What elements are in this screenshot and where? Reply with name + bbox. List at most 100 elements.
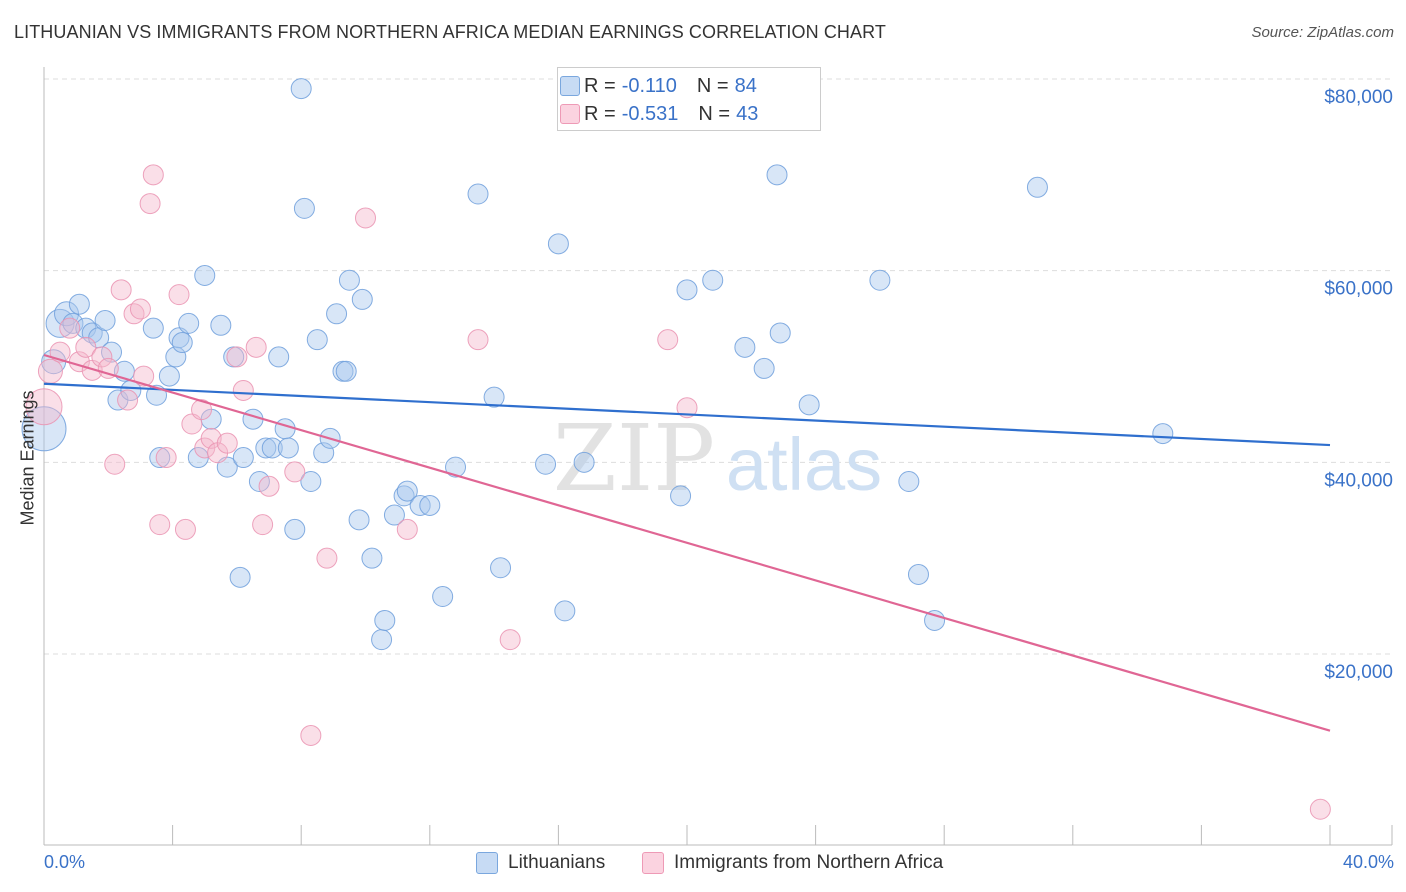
data-point (290, 78, 312, 100)
data-point (37, 358, 63, 384)
trend-lines (43, 353, 1331, 732)
data-point (25, 388, 63, 426)
series-legend-immigrants[interactable]: Immigrants from Northern Africa (642, 852, 943, 874)
data-point (702, 269, 724, 291)
x-tick-label-max: 40.0% (1342, 852, 1394, 872)
data-point (326, 303, 348, 325)
source-label: Source: ZipAtlas.com (1251, 24, 1394, 41)
data-point (268, 346, 290, 368)
data-point (766, 164, 788, 186)
data-point (371, 629, 393, 651)
data-point (21, 406, 67, 452)
data-point (174, 518, 196, 540)
data-point (924, 609, 946, 631)
data-point (104, 453, 126, 475)
data-point (300, 724, 322, 746)
data-point (110, 279, 132, 301)
data-point (396, 480, 418, 502)
data-point (313, 442, 335, 464)
data-point (142, 317, 164, 339)
y-tick-label: $20,000 (1324, 662, 1393, 683)
series-immigrants-points (25, 164, 1331, 820)
y-tick-labels: $20,000 $40,000 $60,000 $80,000 (1324, 87, 1393, 683)
data-point (94, 310, 116, 331)
x-tick-label-min: 0.0% (44, 852, 86, 872)
data-point (734, 336, 756, 358)
data-point (374, 609, 396, 631)
data-point (467, 183, 489, 205)
axes (43, 67, 1393, 846)
legend-swatch-pink (560, 104, 580, 124)
watermark-zip: ZIP (553, 405, 715, 512)
trend-line-lithuanians (43, 382, 1331, 447)
data-point (261, 437, 283, 459)
legend-swatch-blue (560, 76, 580, 96)
data-point (255, 437, 277, 459)
series-legend: Lithuanians Immigrants from Northern Afr… (0, 852, 1406, 878)
legend-swatch-pink (642, 852, 664, 874)
data-point (490, 557, 512, 579)
series-legend-label: Lithuanians (508, 852, 606, 873)
data-point (142, 164, 164, 186)
series-legend-lithuanians[interactable]: Lithuanians (476, 852, 605, 874)
data-point (483, 386, 505, 408)
data-point (158, 365, 180, 387)
data-point (355, 207, 376, 229)
data-point (338, 269, 360, 291)
data-point (245, 336, 267, 358)
data-point (178, 312, 200, 334)
data-point (445, 456, 467, 478)
data-point (75, 336, 97, 358)
legend-row-immigrants: R = -0.531 N = 43 (560, 102, 758, 126)
data-point (139, 193, 161, 215)
series-lithuanians-points (21, 78, 1174, 651)
legend-n-value: 84 (734, 74, 757, 97)
data-point (191, 399, 213, 421)
data-point (68, 293, 90, 315)
data-point (769, 322, 791, 344)
data-point (351, 288, 373, 310)
trend-line-immigrants (43, 353, 1331, 732)
legend-swatch-blue (476, 852, 498, 874)
data-point (252, 514, 274, 536)
data-point (133, 365, 155, 387)
data-point (284, 518, 306, 540)
data-point (284, 461, 306, 483)
legend-r-label: R = (584, 102, 616, 125)
watermark: ZIP atlas (553, 405, 882, 512)
data-point (396, 518, 418, 540)
data-point (499, 629, 521, 651)
data-point (101, 341, 123, 363)
correlation-legend: R = -0.110 N = 84 R = -0.531 N = 43 (557, 67, 821, 131)
data-point (129, 298, 151, 320)
data-point (277, 437, 299, 459)
data-point (171, 332, 193, 354)
legend-r-value: -0.531 (621, 102, 679, 125)
data-point (898, 471, 920, 492)
data-point (149, 514, 171, 536)
data-point (293, 197, 315, 219)
data-point (535, 453, 557, 475)
data-point (419, 494, 441, 516)
data-point (200, 427, 222, 449)
y-tick-label: $80,000 (1324, 87, 1393, 108)
data-point (670, 485, 692, 507)
data-point (1026, 176, 1048, 198)
data-point (59, 317, 81, 339)
legend-n-label: N = (696, 74, 729, 97)
data-point (554, 600, 576, 622)
chart-title: LITHUANIAN VS IMMIGRANTS FROM NORTHERN A… (14, 22, 886, 42)
legend-r-label: R = (584, 74, 616, 97)
data-point (573, 451, 595, 473)
data-point (216, 432, 238, 454)
data-point (335, 360, 357, 382)
y-axis-label: Median Earnings (17, 390, 38, 526)
data-point (91, 346, 113, 368)
data-point (229, 566, 251, 588)
data-point (676, 279, 698, 301)
data-point (194, 264, 216, 286)
series-legend-label: Immigrants from Northern Africa (674, 852, 944, 873)
data-point (306, 329, 328, 351)
data-point (258, 475, 280, 497)
